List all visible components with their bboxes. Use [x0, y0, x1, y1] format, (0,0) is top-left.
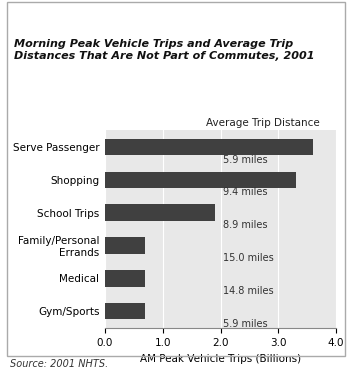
- Text: 15.0 miles: 15.0 miles: [223, 253, 274, 263]
- Text: 14.8 miles: 14.8 miles: [223, 286, 274, 296]
- Text: Morning Peak Vehicle Trips and Average Trip
Distances That Are Not Part of Commu: Morning Peak Vehicle Trips and Average T…: [14, 39, 315, 60]
- Bar: [105, 204, 215, 221]
- Text: Source: 2001 NHTS.: Source: 2001 NHTS.: [10, 359, 109, 369]
- Bar: [105, 237, 146, 254]
- Text: Exhibit 15-31: Exhibit 15-31: [20, 17, 107, 30]
- Bar: [105, 172, 295, 188]
- Text: Average Trip Distance: Average Trip Distance: [206, 118, 319, 128]
- Bar: [105, 270, 146, 286]
- Text: 5.9 miles: 5.9 miles: [223, 155, 268, 165]
- Bar: [105, 303, 146, 319]
- Text: 8.9 miles: 8.9 miles: [223, 220, 268, 230]
- Bar: [105, 139, 313, 155]
- X-axis label: AM Peak Vehicle Trips (Billions): AM Peak Vehicle Trips (Billions): [140, 354, 301, 364]
- Text: 9.4 miles: 9.4 miles: [223, 187, 268, 197]
- Text: 5.9 miles: 5.9 miles: [223, 319, 268, 329]
